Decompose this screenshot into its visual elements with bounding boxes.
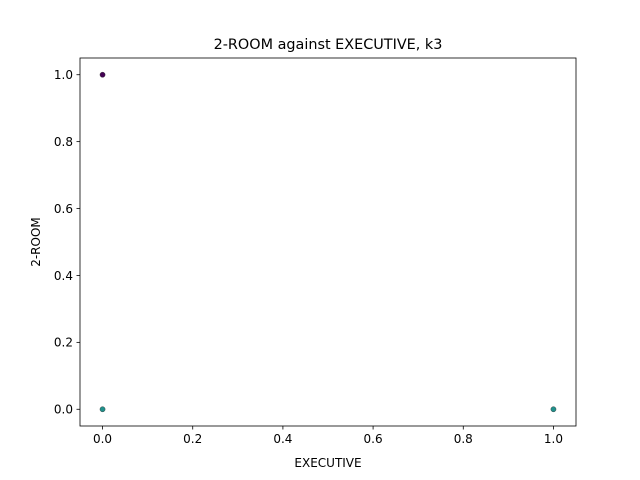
scatter-point (99, 71, 106, 78)
x-axis-label: EXECUTIVE (294, 456, 361, 470)
x-tick-label: 0.8 (454, 432, 473, 446)
y-tick-label: 0.4 (54, 269, 73, 283)
chart-title: 2-ROOM against EXECUTIVE, k3 (214, 37, 443, 53)
y-tick-label: 1.0 (54, 68, 73, 82)
y-axis-ticks: 0.0 0.2 0.4 0.6 0.8 1.0 (54, 68, 80, 417)
x-tick-label: 0.4 (273, 432, 292, 446)
plot-frame (79, 57, 577, 427)
x-tick-label: 0.2 (183, 432, 202, 446)
x-tick-label: 0.6 (364, 432, 383, 446)
x-axis-ticks: 0.0 0.2 0.4 0.6 0.8 1.0 (93, 426, 563, 446)
plot-area (80, 58, 576, 426)
scatter-point (550, 406, 557, 413)
x-tick-label: 0.0 (93, 432, 112, 446)
y-tick-label: 0.6 (54, 202, 73, 216)
y-tick-label: 0.0 (54, 403, 73, 417)
scatter-point (99, 406, 106, 413)
x-tick-label: 1.0 (544, 432, 563, 446)
y-tick-label: 0.8 (54, 135, 73, 149)
y-axis-label: 2-ROOM (29, 217, 43, 267)
data-points (99, 71, 557, 413)
y-tick-label: 0.2 (54, 336, 73, 350)
